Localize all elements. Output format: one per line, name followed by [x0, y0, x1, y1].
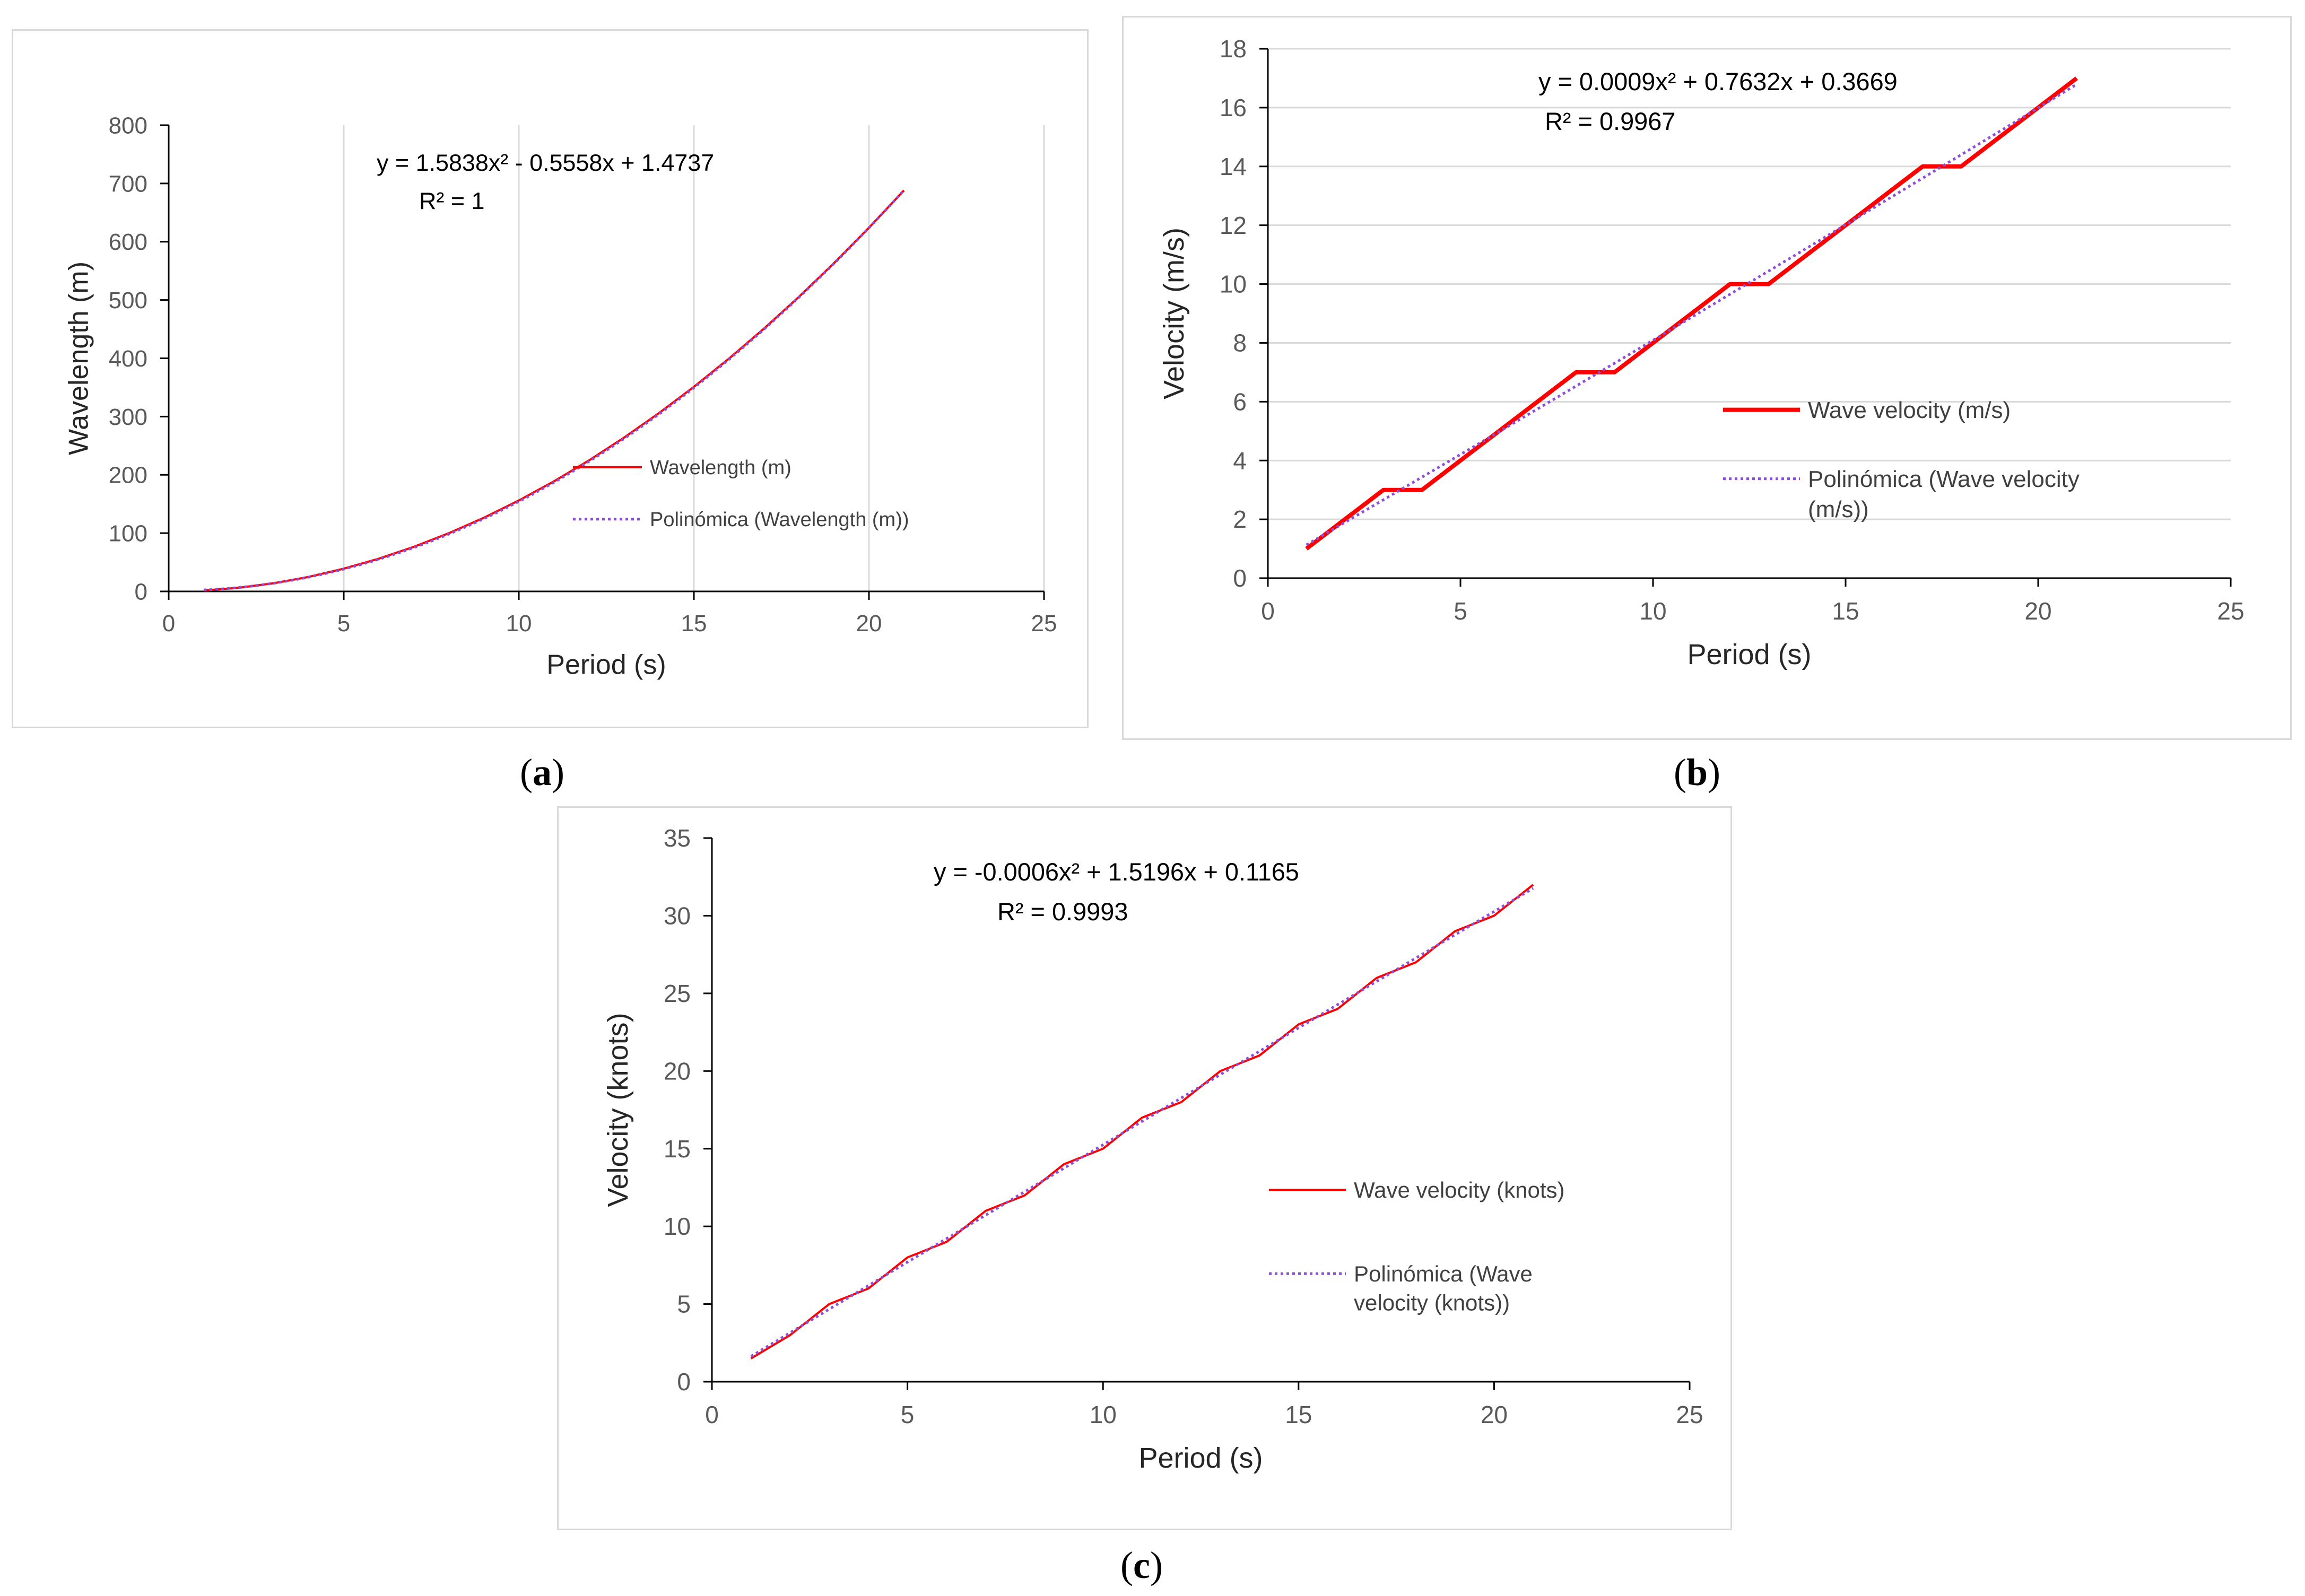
- x-tick-label: 10: [1639, 597, 1666, 625]
- x-tick-label: 15: [681, 611, 707, 636]
- legend-label-trendline: Polinómica (Wave velocity (knots)): [1354, 1261, 1533, 1315]
- x-tick-label: 5: [901, 1401, 915, 1428]
- x-tick-label: 25: [1031, 611, 1057, 636]
- y-tick-label: 15: [664, 1135, 691, 1163]
- figure-label-a: (a): [520, 751, 564, 793]
- x-tick-label: 15: [1832, 597, 1859, 625]
- y-tick-label: 8: [1233, 329, 1247, 357]
- x-tick-label: 10: [506, 611, 532, 636]
- y-tick-label: 800: [109, 112, 147, 138]
- y-axis-title: Velocity (m/s): [1158, 228, 1190, 399]
- trendline-series-line: [203, 189, 905, 591]
- y-tick-label: 10: [1220, 271, 1247, 298]
- chart-panel-a: [12, 29, 1089, 728]
- chart-panel-c: [557, 806, 1732, 1530]
- x-axis-title: Period (s): [1687, 639, 1811, 670]
- trendline-equation: y = 1.5838x² - 0.5558x + 1.4737: [377, 149, 714, 176]
- x-axis-title: Period (s): [1138, 1442, 1263, 1474]
- r-squared-label: R² = 0.9967: [1545, 108, 1675, 135]
- y-tick-label: 16: [1220, 94, 1247, 121]
- chart-panel-b: [1122, 16, 2292, 740]
- x-tick-label: 20: [856, 611, 882, 636]
- y-tick-label: 500: [109, 287, 147, 313]
- y-tick-label: 2: [1233, 505, 1247, 533]
- x-tick-label: 0: [162, 611, 175, 636]
- y-tick-label: 18: [1220, 35, 1247, 63]
- x-tick-label: 20: [1481, 1401, 1508, 1428]
- r-squared-label: R² = 0.9993: [997, 898, 1128, 926]
- y-tick-label: 100: [109, 521, 147, 547]
- y-tick-label: 400: [109, 346, 147, 372]
- data-series-line: [1305, 76, 2078, 551]
- legend-label-data: Wave velocity (m/s): [1808, 397, 2011, 423]
- x-tick-label: 10: [1090, 1401, 1117, 1428]
- r-squared-label: R² = 1: [419, 187, 484, 214]
- x-tick-label: 15: [1285, 1401, 1312, 1428]
- legend-label-trendline: Polinómica (Wavelength (m)): [650, 509, 909, 531]
- x-tick-label: 5: [1454, 597, 1467, 625]
- y-tick-label: 0: [135, 579, 147, 605]
- legend-label-trendline: Polinómica (Wave velocity (m/s)): [1808, 466, 2080, 522]
- y-tick-label: 0: [677, 1368, 691, 1396]
- x-tick-label: 5: [337, 611, 350, 636]
- figure-label-c: (c): [1120, 1544, 1163, 1586]
- legend-label-data: Wave velocity (knots): [1354, 1178, 1565, 1202]
- x-tick-label: 25: [1676, 1401, 1703, 1428]
- trendline-series-line: [750, 887, 1534, 1358]
- trendline-equation: y = 0.0009x² + 0.7632x + 0.3669: [1538, 68, 1898, 95]
- y-tick-label: 5: [677, 1290, 691, 1318]
- y-tick-label: 25: [664, 980, 691, 1007]
- y-tick-label: 300: [109, 404, 147, 430]
- y-tick-label: 14: [1220, 153, 1247, 180]
- y-tick-label: 600: [109, 229, 147, 255]
- y-tick-label: 200: [109, 463, 147, 489]
- x-tick-label: 0: [1261, 597, 1275, 625]
- legend-label-data: Wavelength (m): [650, 457, 791, 479]
- x-tick-label: 0: [705, 1401, 719, 1428]
- y-tick-label: 4: [1233, 447, 1247, 474]
- y-tick-label: 6: [1233, 388, 1247, 415]
- y-axis-title: Velocity (knots): [602, 1013, 634, 1207]
- y-tick-label: 700: [109, 171, 147, 197]
- y-axis-title: Wavelength (m): [64, 261, 94, 455]
- figure-label-b: (b): [1674, 751, 1721, 793]
- y-tick-label: 20: [664, 1057, 691, 1085]
- trendline-equation: y = -0.0006x² + 1.5196x + 0.1165: [934, 858, 1299, 886]
- y-tick-label: 10: [664, 1213, 691, 1240]
- y-tick-label: 30: [664, 902, 691, 930]
- y-tick-label: 12: [1220, 212, 1247, 239]
- trendline-series-line: [1306, 83, 2077, 546]
- y-tick-label: 0: [1233, 564, 1247, 592]
- x-tick-label: 25: [2217, 597, 2244, 625]
- x-axis-title: Period (s): [546, 649, 666, 680]
- x-tick-label: 20: [2024, 597, 2051, 625]
- y-tick-label: 35: [664, 824, 691, 852]
